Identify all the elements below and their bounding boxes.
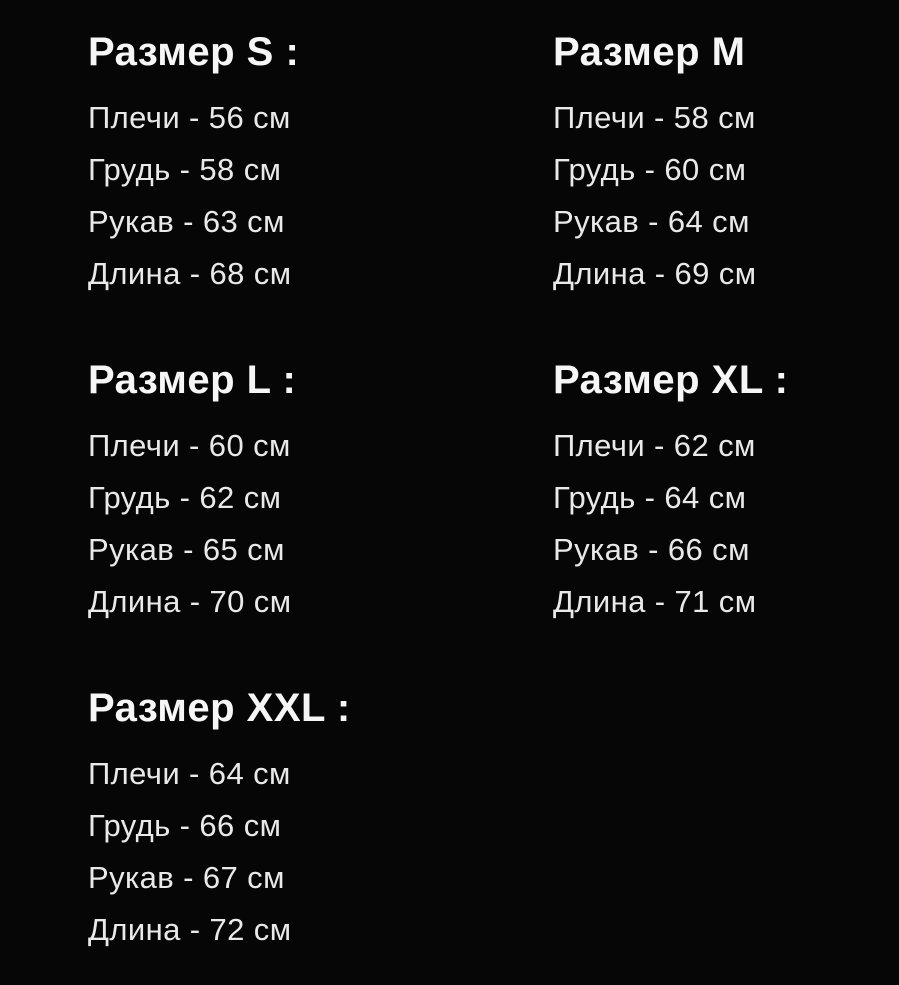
measurement-shoulders: Плечи - 56 см xyxy=(88,100,291,135)
measurement-chest: Грудь - 58 см xyxy=(88,152,282,187)
size-title-xxl: Размер XXL : xyxy=(88,686,351,730)
measurement-length: Длина - 69 см xyxy=(553,256,757,291)
measurement-sleeve: Рукав - 63 см xyxy=(88,204,285,239)
measurement-shoulders: Плечи - 64 см xyxy=(88,756,291,791)
measurement-length: Длина - 68 см xyxy=(88,256,292,291)
size-title-s: Размер S : xyxy=(88,30,300,74)
measurement-chest: Грудь - 62 см xyxy=(88,480,282,515)
measurement-length: Длина - 71 см xyxy=(553,584,757,619)
size-title-m: Размер M xyxy=(553,30,746,74)
size-title-xl: Размер XL : xyxy=(553,358,789,402)
measurement-sleeve: Рукав - 66 см xyxy=(553,532,750,567)
size-block-l: Размер L : Плечи - 60 см Грудь - 62 см Р… xyxy=(88,356,553,628)
measurement-chest: Грудь - 66 см xyxy=(88,808,282,843)
size-block-xxl: Размер XXL : Плечи - 64 см Грудь - 66 см… xyxy=(88,684,553,956)
measurement-sleeve: Рукав - 64 см xyxy=(553,204,750,239)
size-block-m: Размер M Плечи - 58 см Грудь - 60 см Рук… xyxy=(553,28,899,300)
measurement-shoulders: Плечи - 58 см xyxy=(553,100,756,135)
size-block-xl: Размер XL : Плечи - 62 см Грудь - 64 см … xyxy=(553,356,899,628)
size-title-l: Размер L : xyxy=(88,358,297,402)
measurement-chest: Грудь - 60 см xyxy=(553,152,747,187)
measurement-sleeve: Рукав - 67 см xyxy=(88,860,285,895)
measurement-length: Длина - 70 см xyxy=(88,584,292,619)
measurement-shoulders: Плечи - 62 см xyxy=(553,428,756,463)
measurement-length: Длина - 72 см xyxy=(88,912,292,947)
measurement-chest: Грудь - 64 см xyxy=(553,480,747,515)
size-block-s: Размер S : Плечи - 56 см Грудь - 58 см Р… xyxy=(88,28,553,300)
measurement-shoulders: Плечи - 60 см xyxy=(88,428,291,463)
measurement-sleeve: Рукав - 65 см xyxy=(88,532,285,567)
